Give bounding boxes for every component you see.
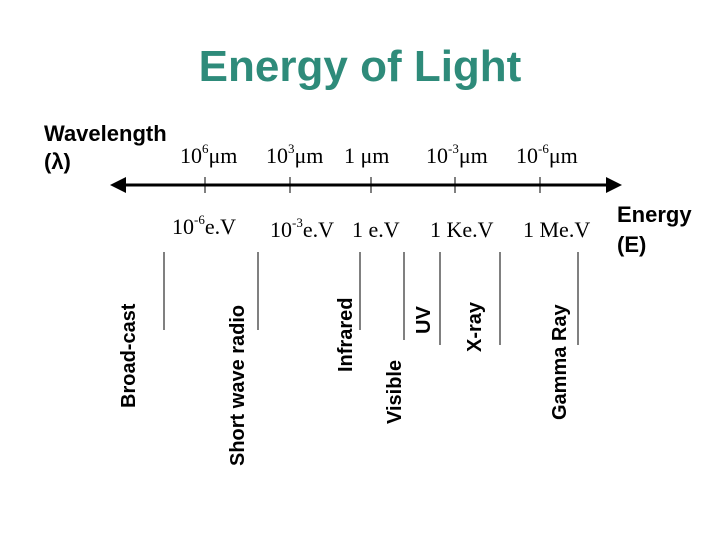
region-short-wave-radio: Short wave radio	[227, 304, 249, 466]
wavelength-tick-1e3: 103μm	[266, 141, 324, 168]
region-uv: UV	[413, 306, 435, 334]
region-visible: Visible	[384, 359, 406, 424]
energy-tick-1mev: 1 Me.V	[523, 217, 591, 242]
wavelength-label-text: Wavelength	[44, 121, 167, 146]
wavelength-symbol: (λ)	[44, 149, 71, 174]
region-divider-lines	[163, 252, 579, 345]
energy-tick-1e-3: 10-3e.V	[270, 215, 334, 242]
region-infrared: Infrared	[335, 297, 357, 372]
page-title: Energy of Light	[198, 42, 522, 91]
wavelength-tick-1: 1 μm	[344, 143, 390, 168]
wavelength-tick-1e6: 106μm	[180, 141, 238, 168]
energy-arrow-head	[606, 177, 622, 193]
energy-tick-1kev: 1 Ke.V	[430, 217, 494, 242]
axis-tick-marks	[204, 177, 541, 193]
wavelength-label: Wavelength (λ)	[44, 120, 167, 176]
energy-symbol: (E)	[617, 232, 647, 257]
region-broadcast: Broad-cast	[118, 303, 140, 408]
wavelength-tick-1e-6: 10-6μm	[516, 141, 578, 168]
region-x-ray: X-ray	[464, 301, 486, 352]
energy-label: Energy (E)	[617, 200, 692, 260]
energy-tick-1ev: 1 e.V	[352, 217, 400, 242]
region-gamma-ray: Gamma Ray	[549, 304, 571, 420]
wavelength-arrow-head	[110, 177, 126, 193]
wavelength-tick-1e-3: 10-3μm	[426, 141, 488, 168]
energy-tick-1e-6: 10-6e.V	[172, 212, 236, 239]
energy-label-text: Energy	[617, 202, 692, 227]
